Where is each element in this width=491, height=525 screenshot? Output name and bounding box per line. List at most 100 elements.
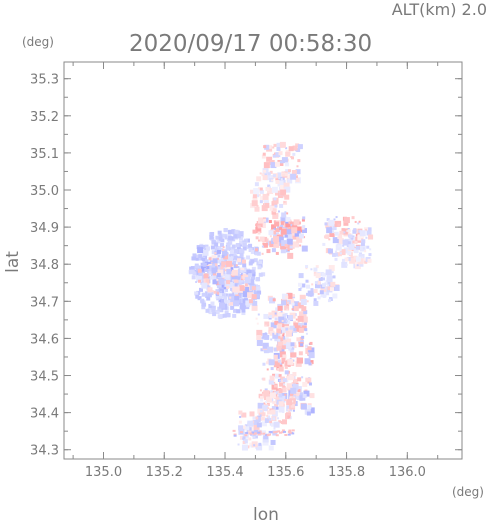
echo-cell bbox=[368, 234, 374, 240]
echo-cell bbox=[332, 237, 339, 244]
echo-cell bbox=[211, 307, 216, 312]
echo-cell bbox=[194, 265, 199, 270]
echo-cell bbox=[222, 293, 226, 297]
echo-cell bbox=[293, 301, 300, 308]
echo-cell bbox=[273, 421, 280, 428]
echo-cell bbox=[261, 421, 267, 427]
echo-cell bbox=[299, 340, 304, 345]
echo-cell bbox=[269, 375, 275, 381]
echo-cell bbox=[237, 260, 242, 265]
echo-cell bbox=[223, 293, 228, 298]
echo-cell bbox=[279, 226, 283, 230]
echo-cell bbox=[297, 159, 301, 163]
echo-cell bbox=[325, 222, 332, 229]
echo-cell bbox=[291, 352, 297, 358]
echo-cell bbox=[223, 299, 228, 304]
echo-cell bbox=[257, 225, 261, 229]
echo-cell bbox=[287, 249, 290, 252]
echo-cell bbox=[266, 249, 271, 254]
echo-cell bbox=[223, 228, 228, 233]
echo-cell bbox=[364, 260, 368, 264]
echo-cell bbox=[264, 144, 270, 150]
echo-cell bbox=[248, 243, 253, 248]
echo-cell bbox=[261, 245, 264, 248]
echo-cell bbox=[245, 238, 250, 243]
echo-cell bbox=[337, 223, 341, 227]
echo-cell bbox=[260, 416, 265, 421]
echo-cell bbox=[301, 218, 305, 222]
echo-cell bbox=[239, 302, 246, 309]
echo-cell bbox=[346, 256, 351, 261]
echo-cell bbox=[216, 258, 219, 261]
echo-cell bbox=[291, 346, 295, 350]
echo-cell bbox=[257, 290, 262, 295]
echo-cell bbox=[360, 241, 365, 246]
echo-cell bbox=[208, 309, 213, 314]
echo-cell bbox=[250, 269, 255, 274]
echo-cell bbox=[277, 180, 284, 187]
echo-cell bbox=[226, 260, 233, 267]
echo-cell bbox=[217, 246, 222, 251]
echo-cell bbox=[295, 360, 302, 367]
echo-cell bbox=[285, 217, 291, 223]
echo-cell bbox=[241, 259, 246, 264]
echo-cell bbox=[279, 203, 284, 208]
echo-cell bbox=[283, 383, 286, 386]
echo-cell bbox=[313, 271, 316, 274]
echo-cell bbox=[359, 230, 366, 237]
echo-cell bbox=[262, 175, 268, 181]
echo-cell bbox=[367, 227, 372, 232]
x-unit-label: (deg) bbox=[452, 485, 484, 499]
echo-cell bbox=[220, 266, 224, 270]
echo-cell bbox=[326, 276, 333, 283]
echo-cell bbox=[211, 250, 216, 255]
echo-cell bbox=[284, 243, 288, 247]
echo-cell bbox=[219, 242, 224, 247]
echo-cell bbox=[248, 437, 252, 441]
echo-cell bbox=[207, 287, 213, 293]
echo-cell bbox=[217, 265, 220, 268]
echo-cell bbox=[233, 248, 238, 253]
echo-cell bbox=[266, 414, 269, 417]
echo-cell bbox=[267, 184, 271, 188]
echo-cell bbox=[309, 360, 314, 365]
echo-cell bbox=[261, 154, 266, 159]
echo-cell bbox=[251, 200, 258, 207]
echo-cell bbox=[229, 296, 232, 299]
echo-cell bbox=[304, 328, 308, 332]
echo-cell bbox=[219, 293, 225, 299]
echo-cell bbox=[239, 231, 244, 236]
echo-cell bbox=[192, 253, 197, 258]
echo-cell bbox=[207, 290, 212, 295]
echo-cell bbox=[222, 313, 227, 318]
echo-cell bbox=[266, 434, 270, 437]
echo-cell bbox=[303, 390, 310, 397]
echo-cell bbox=[279, 141, 286, 148]
echo-cell bbox=[357, 222, 360, 225]
y-tick-label: 35.2 bbox=[30, 110, 59, 125]
echo-cell bbox=[297, 377, 302, 382]
echo-cell bbox=[257, 431, 261, 434]
echo-cell bbox=[259, 189, 264, 194]
echo-cell bbox=[286, 229, 292, 235]
echo-cell bbox=[282, 173, 286, 177]
echo-cell bbox=[286, 308, 289, 311]
echo-cell bbox=[272, 431, 276, 434]
echo-cell bbox=[257, 187, 260, 190]
echo-cell bbox=[267, 346, 274, 353]
echo-cell bbox=[223, 278, 226, 281]
x-tick-label: 135.8 bbox=[328, 465, 365, 480]
echo-cell bbox=[228, 236, 233, 241]
y-tick-label: 35.1 bbox=[30, 147, 59, 162]
echo-cell bbox=[335, 250, 338, 253]
echo-cell bbox=[305, 344, 309, 348]
echo-cell bbox=[195, 257, 199, 261]
echo-cell bbox=[359, 252, 363, 256]
echo-cell bbox=[327, 284, 330, 287]
echo-cell bbox=[262, 193, 269, 200]
echo-cell bbox=[281, 361, 284, 364]
echo-cell bbox=[247, 420, 254, 427]
echo-cell bbox=[291, 156, 295, 160]
echo-cell bbox=[280, 335, 283, 338]
echo-cell bbox=[334, 257, 338, 261]
